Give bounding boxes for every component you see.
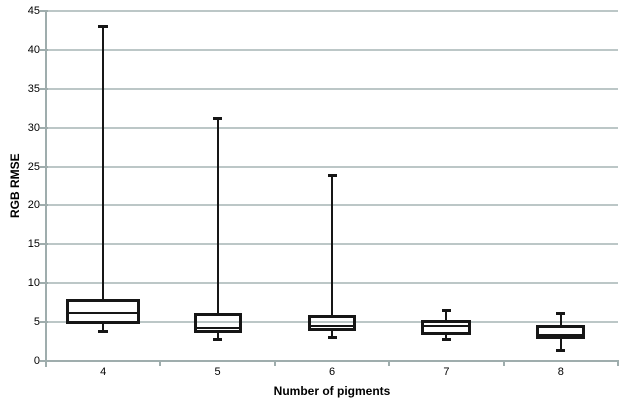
upper-whisker-cap xyxy=(327,173,337,177)
upper-whisker xyxy=(559,315,562,326)
y-tick-mark xyxy=(40,360,48,362)
y-tick-mark xyxy=(40,165,48,168)
lower-whisker-cap xyxy=(98,329,109,333)
y-tick-label: 10 xyxy=(27,277,40,290)
lower-whisker xyxy=(102,322,105,330)
y-tick-label: 35 xyxy=(27,82,40,95)
y-tick-label: 40 xyxy=(27,43,40,56)
y-tick-mark xyxy=(40,126,48,129)
x-tick-label: 4 xyxy=(100,366,107,378)
upper-whisker-cap xyxy=(98,25,109,29)
gridline-y5 xyxy=(46,321,618,324)
box-8 xyxy=(536,325,586,340)
upper-whisker xyxy=(216,119,219,315)
x-tick-mark xyxy=(45,361,47,366)
box-5 xyxy=(193,313,242,334)
x-tick-label: 7 xyxy=(443,366,450,378)
y-tick-mark xyxy=(40,282,48,285)
x-tick-mark xyxy=(273,361,276,366)
y-tick-label: 45 xyxy=(27,5,40,17)
y-tick-mark xyxy=(40,10,48,12)
y-axis-line xyxy=(45,11,47,367)
x-tick-mark xyxy=(617,361,619,366)
x-axis-line xyxy=(45,360,619,362)
lower-whisker-cap xyxy=(556,348,566,352)
x-tick-label: 5 xyxy=(214,366,221,378)
y-tick-label: 25 xyxy=(27,160,40,173)
y-tick-mark xyxy=(40,87,48,90)
x-tick-mark xyxy=(159,361,162,366)
y-tick-label: 15 xyxy=(27,238,40,251)
box-6 xyxy=(308,314,356,331)
upper-whisker-cap xyxy=(213,116,223,120)
upper-whisker xyxy=(331,176,333,316)
y-tick-label: 20 xyxy=(27,199,40,212)
upper-whisker-cap xyxy=(441,309,451,312)
lower-whisker xyxy=(559,338,562,349)
lower-whisker xyxy=(331,329,333,337)
y-tick-label: 30 xyxy=(27,121,40,134)
x-tick-label: 6 xyxy=(328,366,336,378)
gridline-y45 xyxy=(46,10,618,12)
upper-whisker xyxy=(445,312,448,321)
lower-whisker-cap xyxy=(213,337,223,341)
lower-whisker-cap xyxy=(327,336,337,340)
median-4 xyxy=(68,311,139,314)
box-7 xyxy=(421,319,472,335)
y-tick-mark xyxy=(40,48,48,51)
median-7 xyxy=(423,325,470,327)
y-tick-mark xyxy=(40,204,48,207)
lower-whisker-cap xyxy=(441,337,451,341)
x-tick-mark xyxy=(388,361,391,366)
y-tick-mark xyxy=(40,321,48,324)
lower-whisker xyxy=(445,333,448,338)
y-tick-mark xyxy=(40,243,48,246)
x-axis-title: Number of pigments xyxy=(273,384,391,398)
upper-whisker-cap xyxy=(556,312,566,316)
box-4 xyxy=(66,299,141,324)
gridline-y40 xyxy=(46,48,618,51)
lower-whisker xyxy=(216,332,219,338)
gridline-y25 xyxy=(46,165,618,168)
gridline-y35 xyxy=(46,87,618,90)
upper-whisker xyxy=(102,28,105,301)
x-tick-label: 8 xyxy=(557,366,564,378)
median-8 xyxy=(538,333,584,336)
median-6 xyxy=(310,325,354,327)
gridline-y30 xyxy=(46,126,618,129)
x-tick-mark xyxy=(502,361,505,366)
median-5 xyxy=(195,326,240,329)
y-tick-label: 5 xyxy=(33,316,40,329)
y-tick-label: 0 xyxy=(33,355,40,367)
